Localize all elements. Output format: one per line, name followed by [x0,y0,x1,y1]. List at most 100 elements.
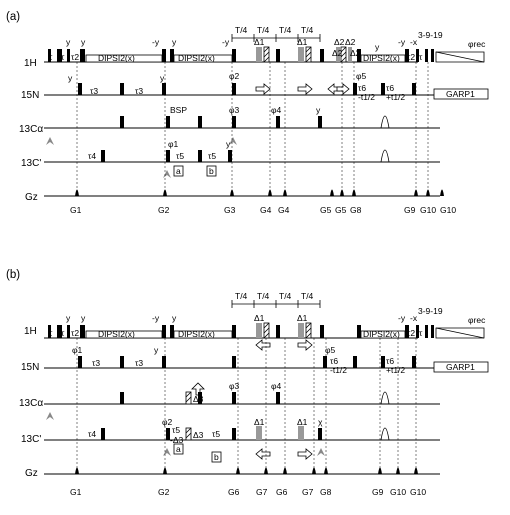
gradient-label: G6 [228,487,240,497]
box-label: b [209,166,214,176]
channel-gz-label: Gz [25,468,38,479]
gradient-label: G2 [158,487,170,497]
pulse-train-label: 3-9-19 [418,30,443,40]
decoupling-label: GARP1 [446,362,475,372]
delay-label: τ [49,328,53,338]
phase-label: y [66,313,71,323]
gradient-arrow-marker [163,448,171,456]
delay-label: τ [61,328,65,338]
13co-pulses [101,426,390,441]
phase-label: y [172,37,177,47]
dipsi-block [360,330,406,339]
phase-label: φ2 [229,71,240,81]
phase-label: φ1 [72,345,83,355]
delta-label: Δ1 [254,313,265,323]
gradient-label: G4 [278,205,290,215]
delta-label: Δ1 [254,417,265,427]
delay-label: τ6 [358,83,366,93]
gradient-label: G6 [276,487,288,497]
phase-label: φ3 [229,105,240,115]
receiver-phase-label: φrec [468,315,486,325]
gradient-label: G5 [335,205,347,215]
phase-label: y [66,37,71,47]
delta-label: Δ1 [297,417,308,427]
phase-label: -y [152,313,160,323]
delay-label: -t1/2 [358,92,375,102]
dipsi-label: DIPSI2(x) [363,53,400,63]
delta-label: -Δ3 [170,435,184,445]
box-label: a [176,444,181,454]
period-label: T/4 [257,25,270,35]
phase-label: φ3 [229,381,240,391]
delay-label: -t1/2 [330,365,347,375]
dipsi-block [360,54,406,63]
channel-13co-label: 13C' [21,434,41,445]
dipsi-block [173,330,233,339]
phase-label: y [68,73,73,83]
period-label: T/4 [279,291,292,301]
transfer-arrows [191,339,313,460]
phase-label: φ1 [168,139,179,149]
channel-13ca-label: 13Cα [19,398,43,409]
dipsi-label: DIPSI2(x) [98,53,135,63]
period-brackets [231,300,321,308]
channel-15n-label: 15N [21,362,39,373]
delta-label: Δ1 [254,37,265,47]
dipsi-block [85,54,163,63]
channel-1h-label: 1H [24,326,37,337]
period-label: T/4 [235,291,248,301]
phase-label: -y [398,37,406,47]
phase-label: y [154,345,159,355]
pulse-train-label: 3-9-19 [418,306,443,316]
box-label: a [176,166,181,176]
delay-label: τ4 [88,429,96,439]
box-b [206,165,217,177]
pulse-label: BSP [170,105,187,115]
delta-label: Δ2 [332,48,343,58]
delta-label: Δ2 [345,37,356,47]
gradient-label: G10 [390,487,406,497]
phase-label: φ2 [162,417,173,427]
phase-label: y [160,73,165,83]
gradient-arrow-marker [317,448,325,456]
phase-label: y [375,42,380,52]
channel-13ca-label: 13Cα [19,124,43,135]
box-b [211,451,222,463]
gradient-label: G4 [260,205,272,215]
gradient-label: G10 [440,205,456,215]
delta-label: Δ2 [334,37,345,47]
delay-label: τ5 [176,151,184,161]
phase-label: -y [398,313,406,323]
channel-gz-label: Gz [25,192,38,203]
phase-label: y [316,105,321,115]
gradient-label: G10 [410,487,426,497]
phase-label: φ5 [325,345,336,355]
fid-envelope [435,51,485,63]
gradient-arrow-marker [46,137,54,145]
receiver-phase-label: φrec [468,39,486,49]
gradient-label: G8 [350,205,362,215]
13ca-pulses [120,115,390,129]
phase-label: y [172,313,177,323]
dipsi-label: DIPSI2(x) [178,53,215,63]
delay-label: τ5 [172,425,180,435]
delay-label: τ6 [386,83,394,93]
period-brackets [231,34,321,42]
delta-label: Δ2 [350,48,361,58]
delay-label: τ4 [88,151,96,161]
phase-label: -x [410,37,418,47]
dipsi-label: DIPSI2(x) [98,329,135,339]
period-label: T/4 [301,291,314,301]
hatched-pulses [185,391,192,405]
panel-b-label: (b) [6,269,20,281]
delay-label: τ5 [208,151,216,161]
15n-pulses [78,83,489,100]
phase-label: φ4 [271,381,282,391]
hatched-pulses [185,427,192,441]
1h-pulses [48,47,434,62]
13ca-pulses [120,391,390,405]
delta-label: Δ1 [297,37,308,47]
panel-b: (b) 1H 15N 13Cα 13C' Gz T/4 T/4 T/4 T/4 [6,269,489,497]
